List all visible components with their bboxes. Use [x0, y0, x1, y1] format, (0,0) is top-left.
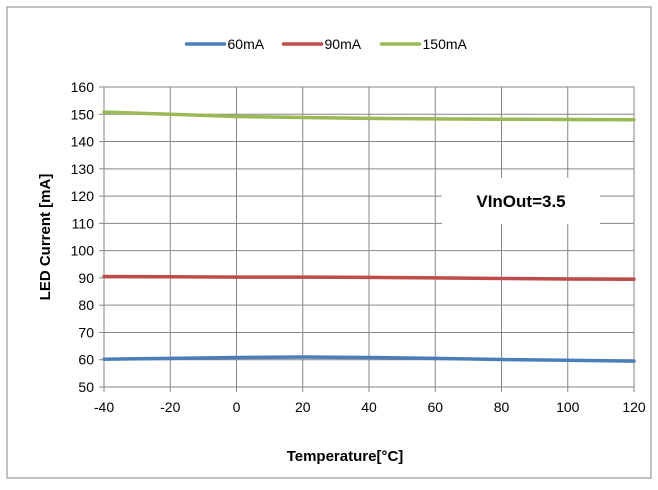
- legend-label: 90mA: [325, 36, 362, 52]
- x-axis-ticks: -40 -20 0 20 40 60 80 100 120: [94, 387, 646, 415]
- x-tick-label: 20: [295, 399, 311, 415]
- legend: 60mA 90mA 150mA: [184, 36, 468, 52]
- x-tick-label: 120: [622, 399, 646, 415]
- y-tick-label: 120: [71, 188, 95, 204]
- y-tick-label: 50: [78, 379, 94, 395]
- annotation-background: [442, 178, 600, 224]
- y-tick-label: 140: [71, 134, 95, 150]
- x-tick-label: 40: [361, 399, 377, 415]
- x-tick-label: 100: [556, 399, 580, 415]
- legend-item-60ma: 60mA: [184, 36, 265, 52]
- legend-item-90ma: 90mA: [281, 36, 362, 52]
- x-tick-label: 80: [494, 399, 510, 415]
- series-line-150ma: [102, 110, 636, 122]
- y-tick-label: 80: [78, 297, 94, 313]
- x-tick-label: 0: [233, 399, 241, 415]
- series-lines: [102, 110, 636, 363]
- annotation-box: VInOut=3.5: [442, 178, 600, 224]
- legend-label: 60mA: [228, 36, 265, 52]
- y-tick-label: 100: [71, 243, 95, 259]
- x-tick-label: -40: [94, 399, 114, 415]
- series-line-90ma: [102, 274, 636, 282]
- x-tick-label: 60: [427, 399, 443, 415]
- y-tick-label: 130: [71, 161, 95, 177]
- legend-label: 150mA: [423, 36, 468, 52]
- x-axis-title: Temperature[°C]: [287, 448, 404, 465]
- y-tick-label: 70: [78, 324, 94, 340]
- y-tick-label: 90: [78, 270, 94, 286]
- series-line-60ma: [102, 355, 636, 363]
- legend-item-150ma: 150mA: [379, 36, 468, 52]
- y-tick-label: 150: [71, 106, 95, 122]
- x-tick-label: -20: [160, 399, 180, 415]
- y-axis-title: LED Current [mA]: [37, 174, 54, 301]
- y-tick-label: 160: [71, 79, 95, 95]
- chart-border: [6, 6, 652, 479]
- y-tick-label: 110: [72, 215, 95, 231]
- y-axis-ticks: 50 60 70 80 90 100 110 120 130 140 150 160: [71, 79, 104, 395]
- y-tick-label: 60: [78, 352, 94, 368]
- annotation-vinout: VInOut=3.5: [476, 192, 565, 211]
